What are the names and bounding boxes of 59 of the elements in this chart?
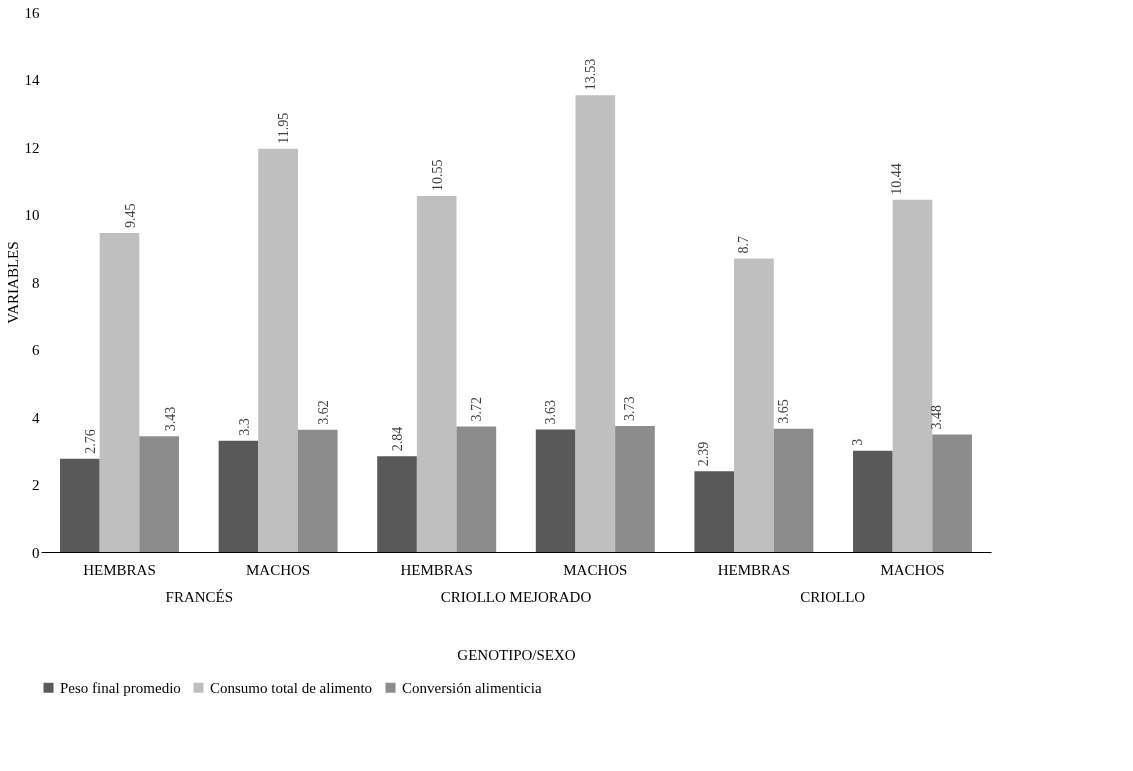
bar	[218, 440, 259, 552]
bar	[734, 258, 774, 552]
data-label: 13.53	[582, 58, 598, 91]
x-axis-title: GENOTIPO/SEXO	[457, 646, 576, 663]
data-label: 2.39	[696, 441, 712, 467]
data-label: 3.3	[236, 418, 252, 436]
data-label: 3.43	[162, 406, 178, 432]
data-label: 3.72	[469, 396, 485, 422]
bar	[535, 429, 576, 552]
y-tick-label: 16	[24, 4, 40, 21]
data-label: 2.76	[83, 429, 99, 454]
y-tick-label: 4	[32, 409, 40, 426]
data-label: 3.65	[775, 399, 791, 424]
bar	[694, 471, 735, 552]
data-label: 8.7	[736, 235, 752, 254]
bar	[377, 456, 417, 552]
y-tick-label: 10	[24, 207, 40, 223]
data-label: 10.55	[429, 159, 445, 191]
data-label: 2.84	[389, 426, 405, 452]
bar	[416, 195, 457, 552]
text: FRANCÉS	[165, 589, 234, 605]
y-tick-label: 12	[24, 139, 40, 156]
bar	[773, 428, 814, 552]
legend-label: Consumo total de alimento	[210, 679, 373, 696]
y-tick-label: 8	[32, 274, 40, 291]
bar	[932, 434, 972, 552]
y-tick-label: 0	[32, 544, 40, 561]
x-tick-label: HEMBRAS	[83, 561, 156, 578]
data-label: 3.48	[928, 405, 944, 430]
bar	[60, 458, 100, 552]
legend-label: Conversión alimenticia	[402, 679, 542, 696]
x-tick-label: MACHOS	[880, 561, 945, 578]
data-label: 3.62	[315, 400, 331, 425]
data-label: 3.73	[622, 396, 638, 422]
y-tick-label: 6	[32, 342, 40, 358]
data-label: 11.95	[276, 112, 292, 144]
y-tick-label: 2	[32, 477, 40, 493]
text: CRIOLLO MEJORADO	[440, 589, 592, 605]
x-tick-label: HEMBRAS	[717, 561, 791, 578]
bar	[575, 95, 616, 552]
bar	[297, 429, 338, 552]
x-tick-label: MACHOS	[563, 561, 628, 578]
bar	[258, 148, 298, 552]
bar	[456, 426, 497, 552]
bar	[615, 426, 655, 552]
bar	[853, 450, 893, 552]
bar	[139, 436, 179, 552]
data-label: 3.63	[543, 399, 559, 425]
legend-label: Peso final promedio	[60, 679, 181, 696]
text: CRIOLLO	[800, 589, 866, 605]
data-label: 3	[849, 438, 865, 446]
bar	[892, 199, 933, 552]
x-tick-label: MACHOS	[246, 561, 311, 578]
bar	[99, 233, 140, 552]
y-tick-label: 14	[24, 72, 40, 88]
y-axis-title: VARIABLES	[4, 241, 21, 324]
data-label: 9.45	[123, 203, 139, 229]
x-tick-label: HEMBRAS	[400, 561, 473, 578]
data-label: 10.44	[889, 163, 905, 195]
